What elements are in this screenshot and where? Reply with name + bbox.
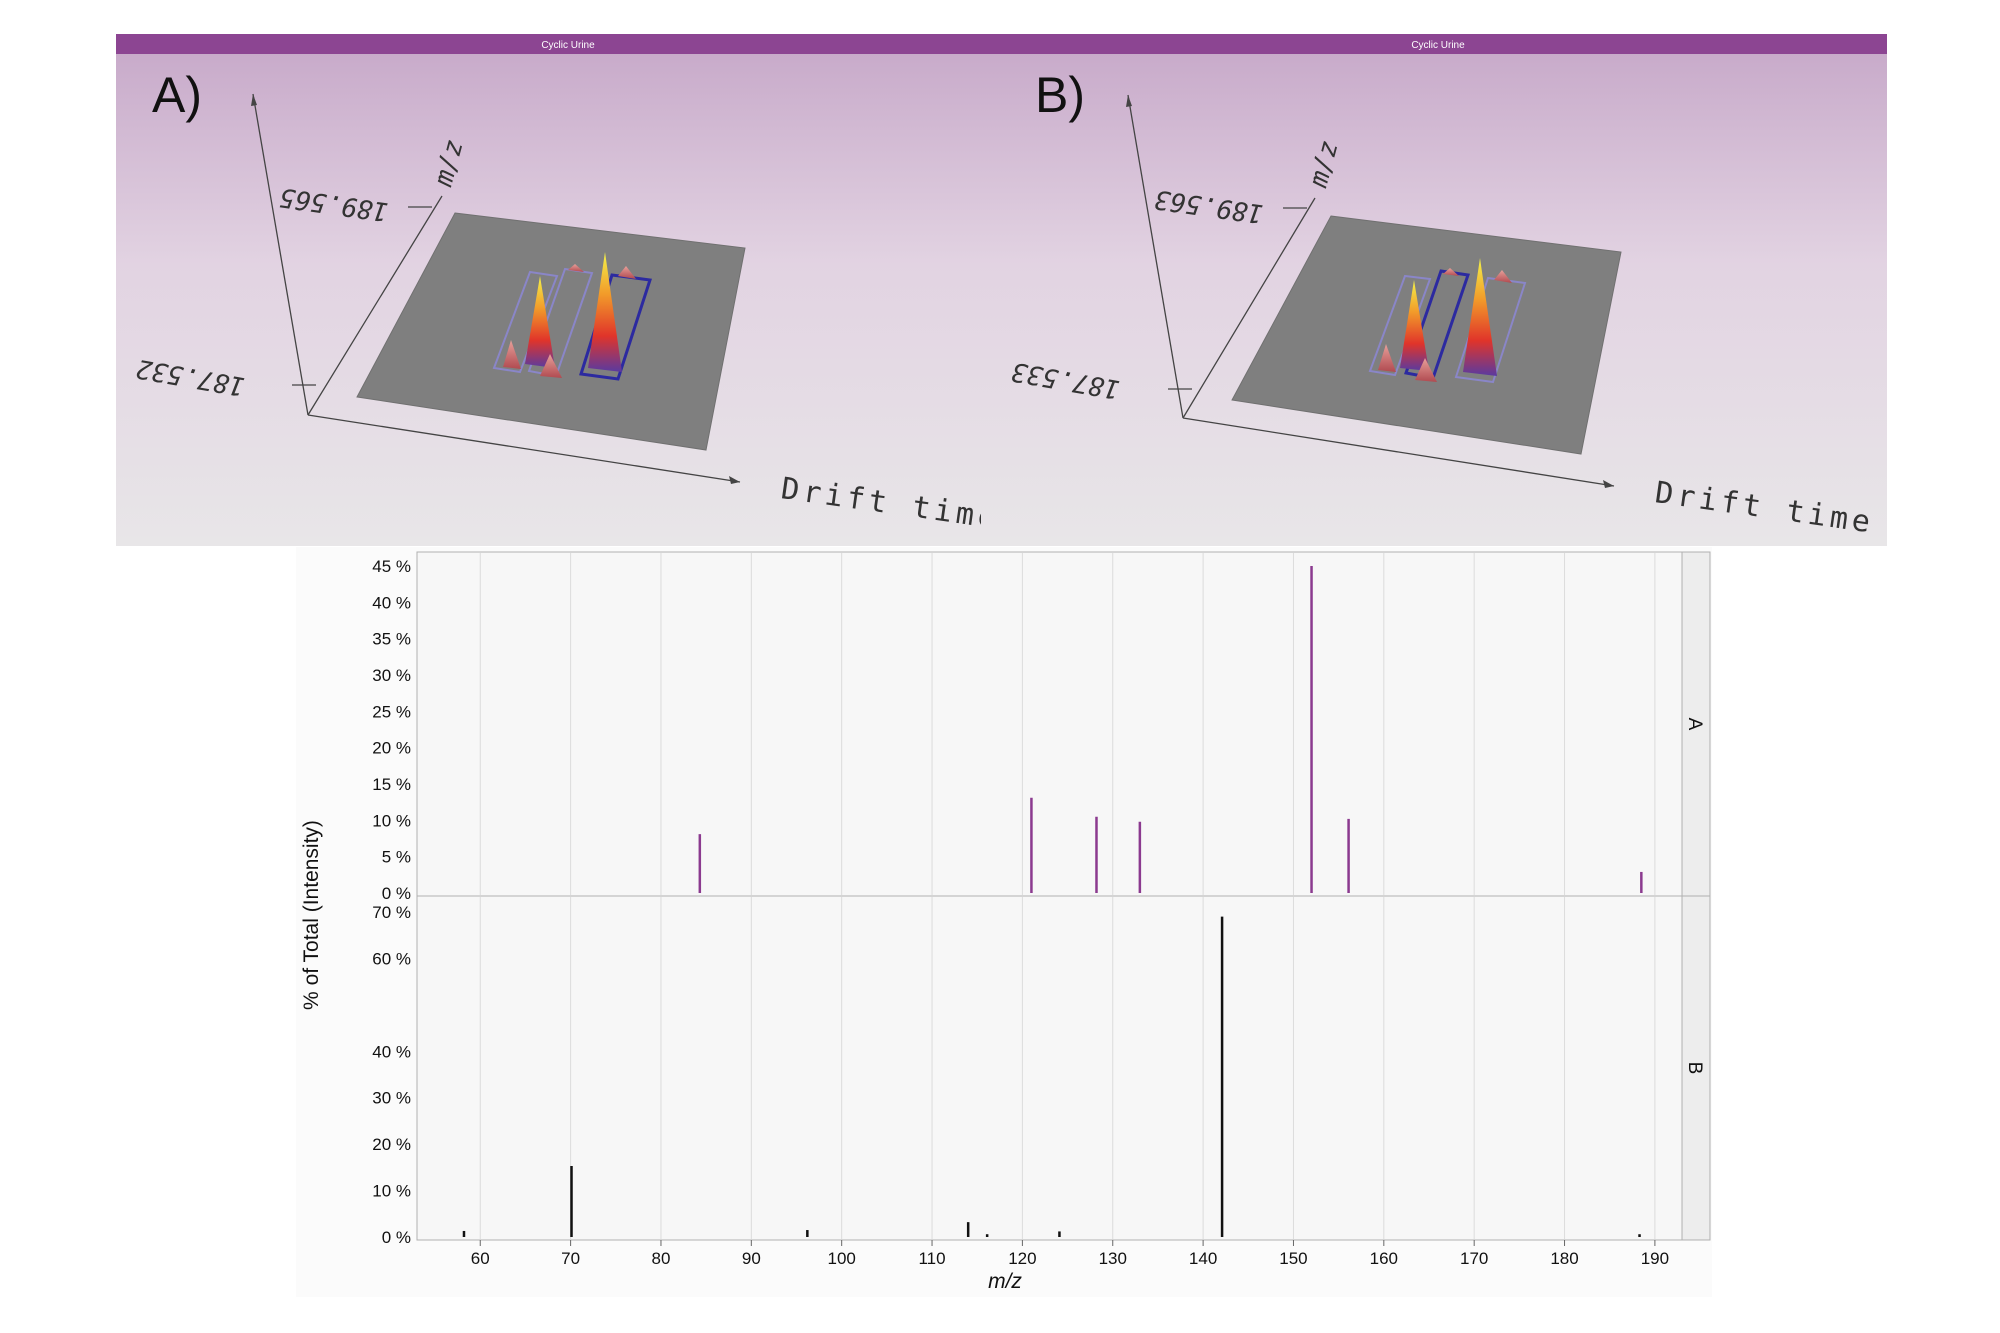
facet-a-y-tick-label: 25 % <box>372 702 411 721</box>
panel-b-window-title: Cyclic Urine <box>1411 40 1465 51</box>
panel-a-peaks <box>503 252 636 378</box>
facet-b-y-tick-label: 40 % <box>372 1042 411 1061</box>
facet-a-y-tick-label: 20 % <box>372 739 411 758</box>
panel-a-y-arrow <box>251 94 257 106</box>
spectrum-chart: % of Total (Intensity) m/z A 0 % 5 % 10 % 1… <box>296 547 1712 1297</box>
x-tick-label: 140 <box>1189 1249 1217 1268</box>
facet-a-y-tick-label: 15 % <box>372 775 411 794</box>
facet-a-label: A <box>1684 718 1705 731</box>
facet-b-plot-area <box>416 895 1683 1241</box>
panel-b-y-arrow <box>1126 95 1132 107</box>
facet-a-y-tick-label: 30 % <box>372 666 411 685</box>
x-ticks: 60 70 80 90 100 110 120 130 140 150 160 170 180 190 <box>471 1240 1669 1268</box>
panel-b-axes <box>1127 94 1615 487</box>
facet-b-y-tick-label: 10 % <box>372 1182 411 1201</box>
x-tick-label: 90 <box>742 1249 761 1268</box>
panel-b-floor <box>1231 215 1622 455</box>
facet-b-label: B <box>1684 1062 1705 1075</box>
x-tick-label: 170 <box>1460 1249 1488 1268</box>
panel-a-window-title: Cyclic Urine <box>541 40 595 51</box>
x-tick-label: 60 <box>471 1249 490 1268</box>
x-tick-label: 190 <box>1641 1249 1669 1268</box>
panel-a-x-arrow <box>729 476 740 484</box>
x-tick-label: 160 <box>1370 1249 1398 1268</box>
x-tick-label: 150 <box>1279 1249 1307 1268</box>
facet-a-y-ticks: 0 % 5 % 10 % 15 % 20 % 25 % 30 % 35 % 40 % 45 % <box>372 557 411 903</box>
facet-a-y-tick-label: 5 % <box>382 848 411 867</box>
x-axis-label: m/z <box>988 1270 1022 1293</box>
facet-b: B 0 % 10 % 20 % 30 % 40 % 60 % 70 % <box>372 895 1711 1247</box>
facet-a-bars <box>698 566 1643 893</box>
panel-a: Cyclic Urine A) 189.565 187.532 m/z Drif… <box>116 34 1002 546</box>
panel-b-title-bar <box>981 34 1887 54</box>
facet-a-gridlines <box>479 553 1656 895</box>
facet-b-y-tick-label: 60 % <box>372 949 411 968</box>
x-tick-label: 100 <box>827 1249 855 1268</box>
facet-a-plot-area <box>416 551 1683 897</box>
facet-a: A 0 % 5 % 10 % 15 % 20 % 25 % 30 % 35 % 40 % 45 % <box>372 551 1711 903</box>
facet-b-bars <box>462 916 1641 1237</box>
facet-a-strip <box>1681 551 1711 897</box>
facet-a-y-tick-label: 10 % <box>372 811 411 830</box>
facet-a-y-tick-label: 0 % <box>382 884 411 903</box>
facet-b-y-tick-label: 0 % <box>382 1228 411 1247</box>
x-tick-label: 70 <box>561 1249 580 1268</box>
facet-a-y-tick-label: 45 % <box>372 557 411 576</box>
x-tick-label: 80 <box>652 1249 671 1268</box>
x-tick-label: 110 <box>918 1249 945 1268</box>
panel-b: Cyclic Urine B) 189.563 187.533 m/z Drif… <box>981 34 1887 546</box>
facet-b-y-ticks: 0 % 10 % 20 % 30 % 40 % 60 % 70 % <box>372 903 411 1247</box>
facet-a-y-tick-label: 40 % <box>372 593 411 612</box>
facet-a-y-tick-label: 35 % <box>372 630 411 649</box>
panel-a-label: A) <box>152 67 202 123</box>
facet-b-strip <box>1681 895 1711 1241</box>
panel-b-x-arrow <box>1603 480 1614 488</box>
facet-b-y-tick-label: 30 % <box>372 1089 411 1108</box>
panel-b-peaks <box>1378 258 1512 382</box>
x-tick-label: 130 <box>1099 1249 1127 1268</box>
panel-a-floor <box>356 212 746 451</box>
facet-b-y-tick-label: 20 % <box>372 1135 411 1154</box>
y-axis-label: % of Total (Intensity) <box>300 820 323 1010</box>
x-tick-label: 180 <box>1550 1249 1578 1268</box>
facet-b-y-tick-label: 70 % <box>372 903 411 922</box>
panel-a-title-bar <box>116 34 981 54</box>
x-tick-label: 120 <box>1008 1249 1036 1268</box>
panel-a-axes <box>252 93 741 483</box>
panel-b-label: B) <box>1035 67 1085 123</box>
